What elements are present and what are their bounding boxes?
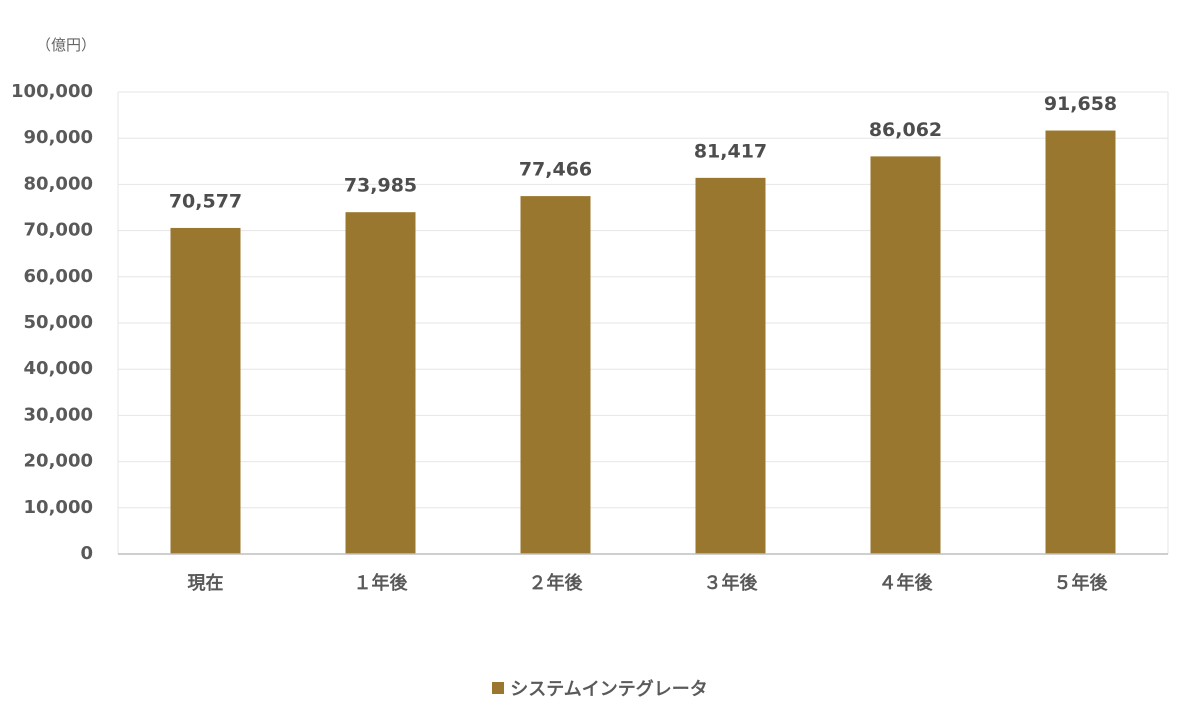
y-tick-label: 50,000	[24, 312, 93, 333]
y-tick-label: 0	[80, 543, 93, 564]
chart-legend: システムインテグレータ	[0, 675, 1200, 701]
legend-swatch	[492, 682, 505, 694]
y-tick-label: 20,000	[24, 451, 93, 472]
y-tick-label: 60,000	[24, 266, 93, 287]
y-tick-label: 70,000	[24, 220, 93, 241]
x-tick-label: ３年後	[704, 572, 759, 594]
y-axis-unit-label: （億円）	[36, 36, 97, 54]
x-tick-label: ４年後	[879, 572, 934, 594]
data-label: 77,466	[519, 159, 592, 181]
bar	[1045, 130, 1116, 554]
y-tick-label: 100,000	[11, 81, 93, 102]
y-tick-label: 80,000	[24, 173, 93, 194]
bar	[345, 212, 416, 554]
data-label: 81,417	[694, 140, 767, 162]
x-tick-label: ２年後	[529, 572, 584, 594]
x-tick-label: 現在	[188, 572, 224, 594]
bar	[695, 177, 766, 554]
data-label: 91,658	[1044, 93, 1117, 115]
data-label: 70,577	[169, 190, 242, 212]
bar	[170, 227, 241, 554]
y-tick-label: 10,000	[24, 497, 93, 518]
bar	[520, 196, 591, 554]
y-tick-label: 40,000	[24, 358, 93, 379]
y-tick-label: 30,000	[24, 404, 93, 425]
y-tick-label: 90,000	[24, 127, 93, 148]
bar	[870, 156, 941, 554]
data-label: 86,062	[869, 119, 942, 141]
legend-label: システムインテグレータ	[510, 679, 708, 700]
x-tick-label: １年後	[354, 572, 409, 594]
data-label: 73,985	[344, 175, 417, 197]
x-tick-label: ５年後	[1054, 572, 1109, 594]
